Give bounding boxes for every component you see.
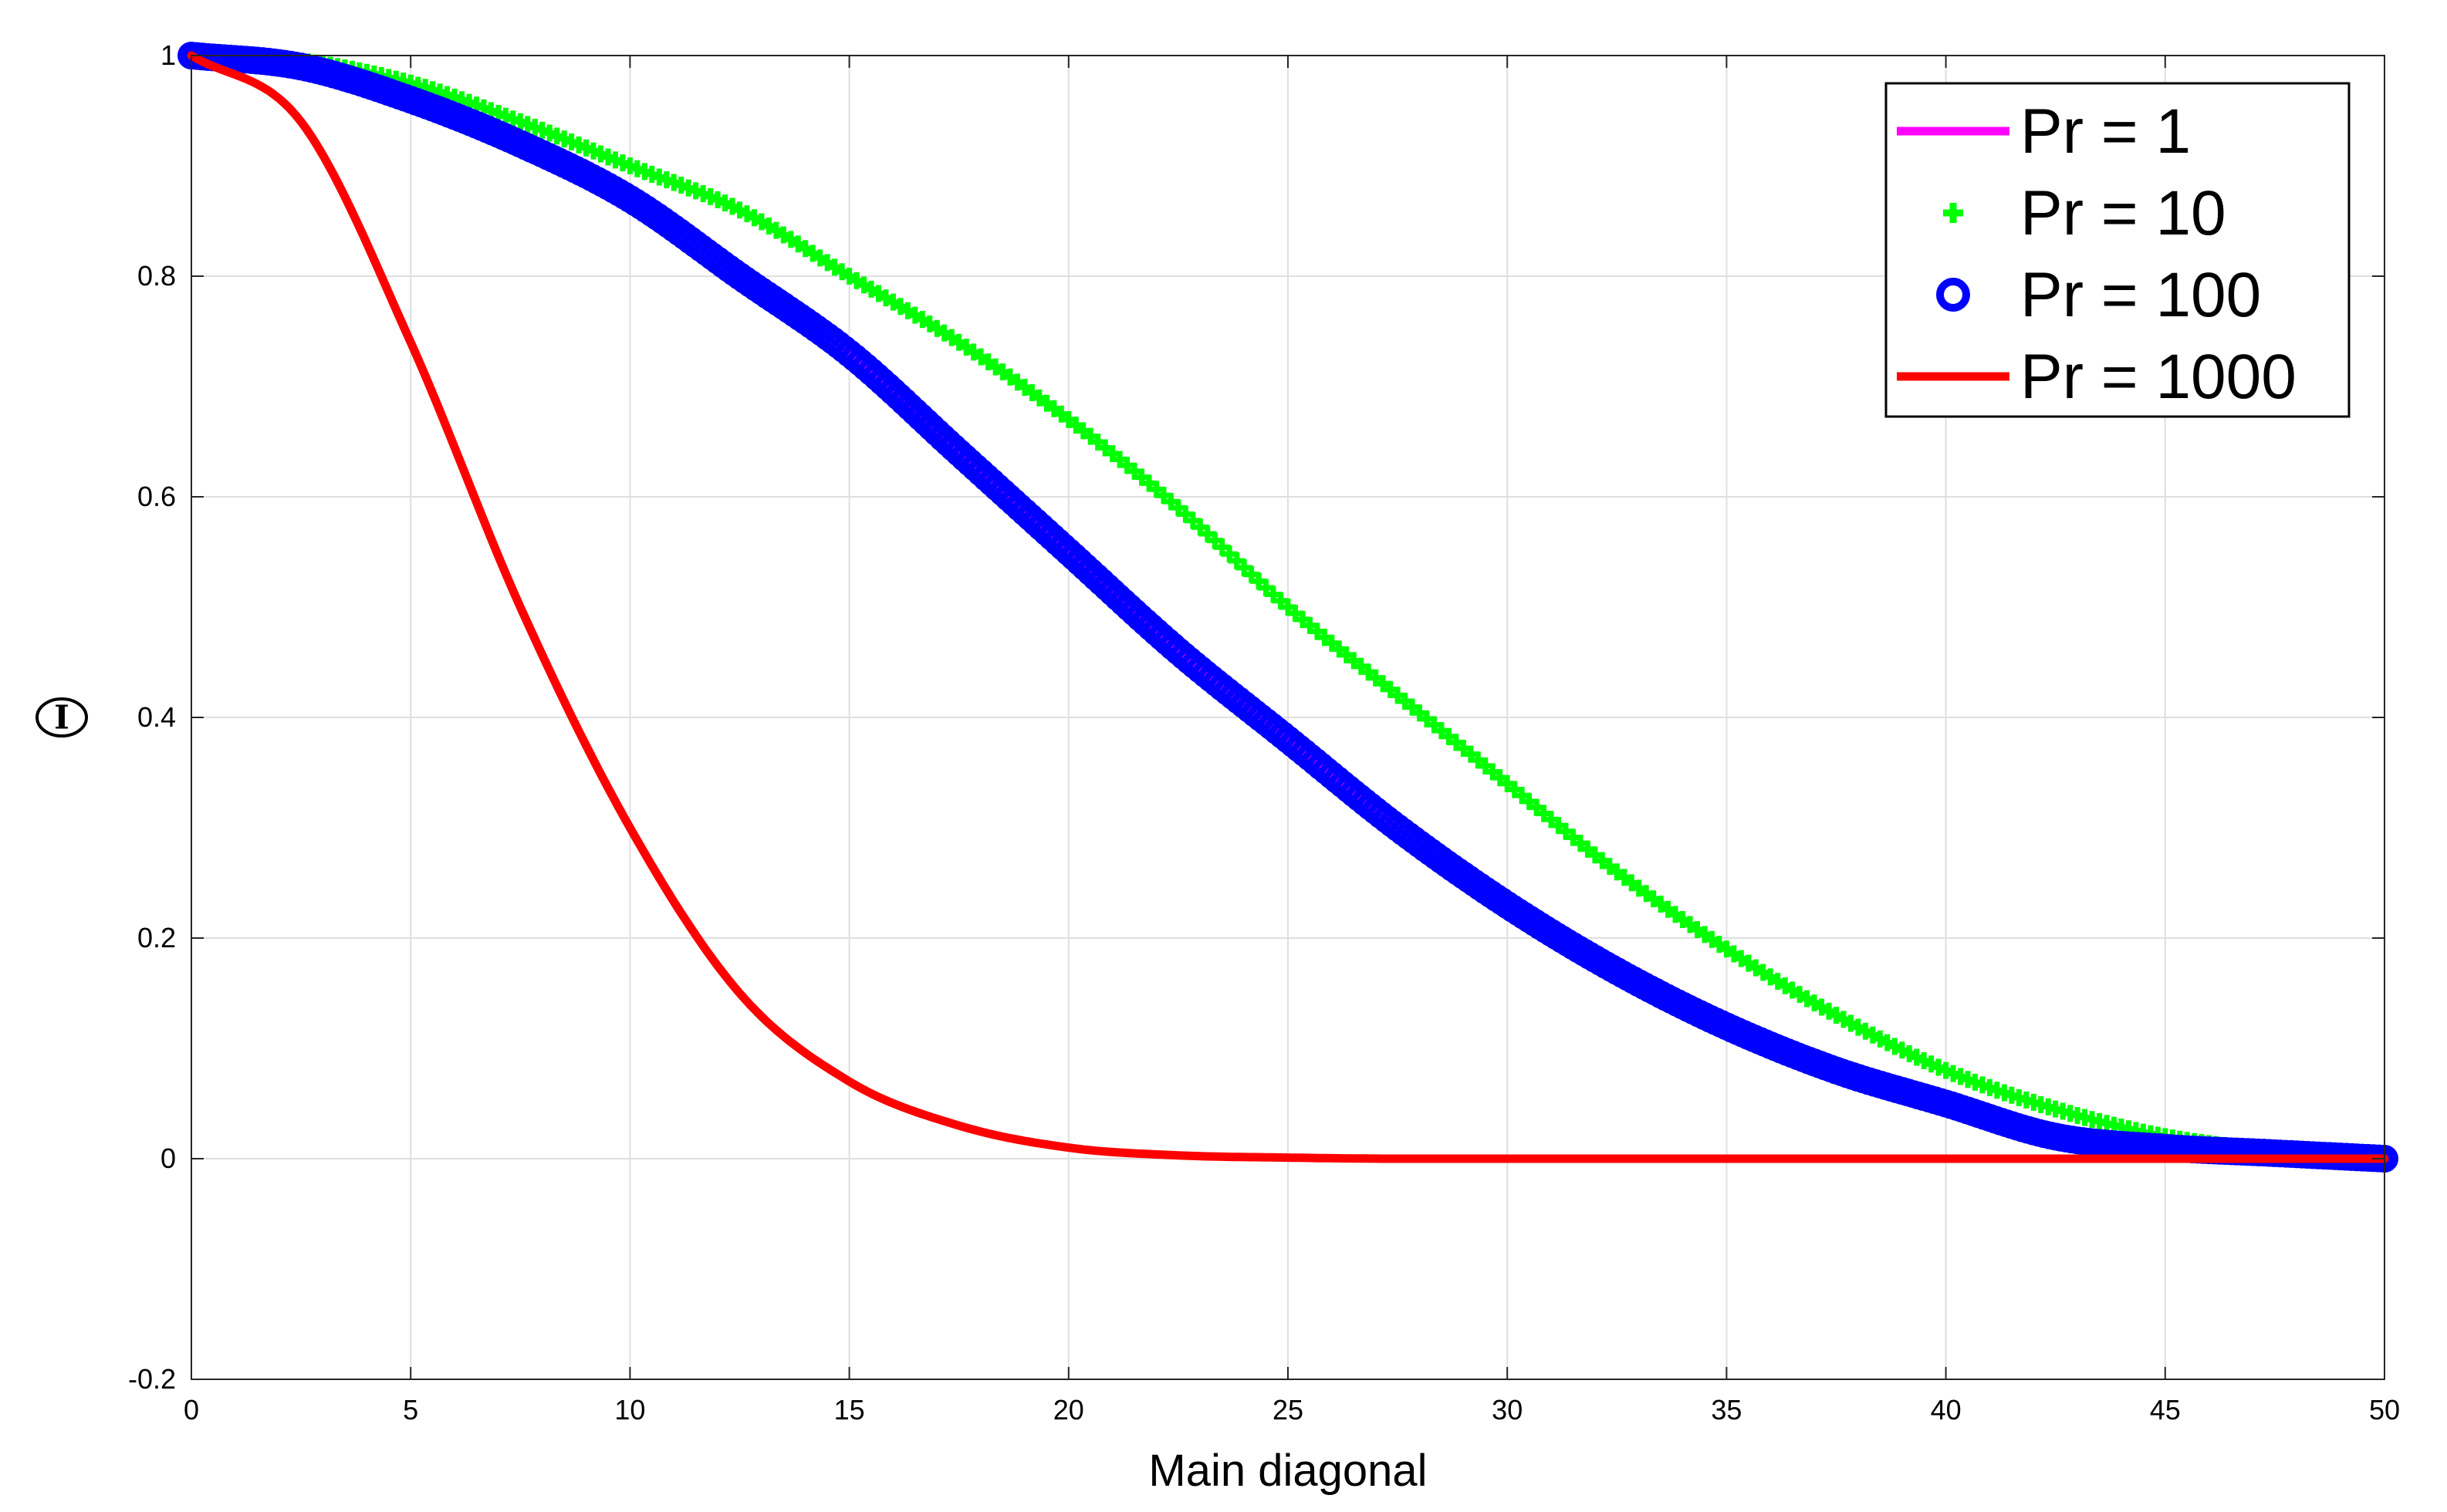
y-tick-label: 0.2 <box>137 922 176 953</box>
x-tick-label: 20 <box>1053 1394 1084 1426</box>
y-axis-title: I <box>35 697 88 737</box>
legend-item: Pr = 1000 <box>1897 342 2297 412</box>
legend-label: Pr = 10 <box>2020 178 2226 248</box>
y-tick-label: -0.2 <box>128 1363 176 1395</box>
legend-item: Pr = 1 <box>1897 96 2191 167</box>
series-pr-1000 <box>187 51 2389 1163</box>
x-tick-label: 35 <box>1711 1394 1742 1426</box>
legend-label: Pr = 100 <box>2020 260 2261 330</box>
legend-label: Pr = 1000 <box>2020 342 2297 412</box>
legend-item: Pr = 10 <box>1943 178 2226 248</box>
legend-label: Pr = 1 <box>2020 96 2191 167</box>
x-tick-label: 5 <box>403 1394 418 1426</box>
y-tick-label: 0.6 <box>137 481 176 512</box>
series-layer <box>177 42 2398 1173</box>
y-tick-label: 0.8 <box>137 260 176 292</box>
series-line <box>187 51 2389 1163</box>
x-tick-label: 25 <box>1273 1394 1303 1426</box>
legend-item: Pr = 100 <box>1936 260 2261 330</box>
x-tick-label: 0 <box>184 1394 199 1426</box>
legend: Pr = 1 Pr = 10 Pr = 100 Pr = 1000 <box>1884 82 2351 418</box>
x-tick-label: 30 <box>1492 1394 1523 1426</box>
legend-swatch-circle <box>1936 278 1970 312</box>
x-tick-label: 45 <box>2150 1394 2181 1426</box>
x-tick-label: 40 <box>1931 1394 1962 1426</box>
y-axis-title-text: I <box>54 699 69 737</box>
x-axis-title: Main diagonal <box>1148 1446 1427 1496</box>
axis-ticks: 0 5 10 15 20 25 30 35 40 45 50-0.200.20.40.60.81 <box>128 39 2400 1426</box>
y-tick-label: 0 <box>161 1142 176 1174</box>
series-pr-100 <box>177 42 2398 1173</box>
legend-swatch-plus <box>1943 203 1963 223</box>
x-tick-label: 15 <box>834 1394 865 1426</box>
y-tick-label: 0.4 <box>137 701 176 733</box>
y-tick-label: 1 <box>161 39 176 71</box>
series-pr-10 <box>183 47 2393 1167</box>
y-axis-title-outline <box>35 697 88 737</box>
x-tick-label: 50 <box>2369 1394 2400 1426</box>
legend-box <box>1884 82 2351 418</box>
x-tick-label: 10 <box>614 1394 645 1426</box>
